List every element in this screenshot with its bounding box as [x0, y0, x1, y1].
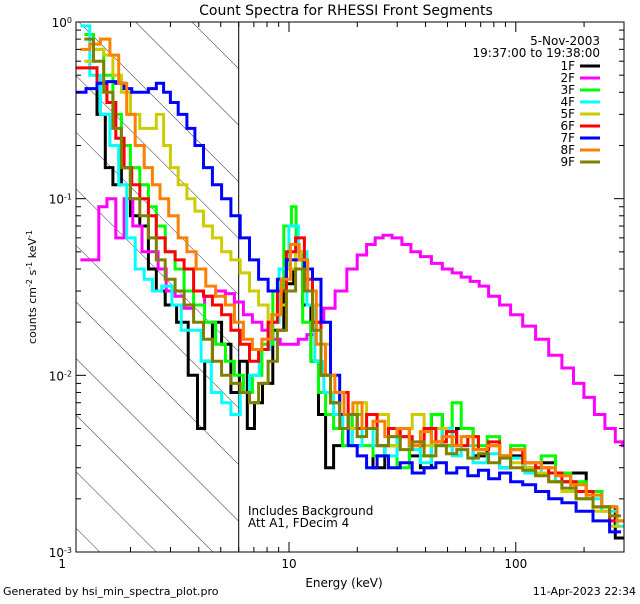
y-tick-label: 10-2 — [49, 369, 72, 384]
y-tick-label: 10-3 — [49, 546, 72, 561]
footer-timestamp: 11-Apr-2023 22:34 — [533, 585, 636, 598]
y-label-sup2: -1 — [25, 262, 34, 270]
x-tick-label: 100 — [504, 557, 527, 571]
y-tick-label: 100 — [52, 16, 72, 31]
series-8F-line — [80, 37, 624, 523]
y-label-main: counts cm — [26, 287, 39, 344]
info-time-range: 19:37:00 to 19:38:00 — [473, 46, 600, 60]
plot-frame — [75, 21, 625, 553]
series-9F-line — [84, 37, 621, 518]
series-2F-line — [80, 197, 624, 448]
y-label-mid: s — [26, 269, 39, 278]
footer-generator: Generated by hsi_min_spectra_plot.pro — [3, 585, 219, 598]
x-axis-label: Energy (keV) — [305, 576, 382, 590]
legend-label-5F: 5F — [560, 107, 575, 121]
legend-label-3F: 3F — [560, 83, 575, 97]
info-date: 5-Nov-2003 — [530, 34, 600, 48]
legend-label-6F: 6F — [560, 119, 575, 133]
y-tick-label: 10-1 — [49, 192, 72, 207]
series-4F-line — [80, 24, 624, 528]
y-axis-label: counts cm-2 s-1 keV-1 — [25, 230, 40, 344]
chart-title: Count Spectra for RHESSI Front Segments — [199, 3, 493, 19]
x-tick-label: 1 — [58, 557, 66, 571]
annotation-attenuator: Att A1, FDecim 4 — [248, 516, 349, 530]
legend-label-9F: 9F — [560, 155, 575, 169]
legend-label-7F: 7F — [560, 131, 575, 145]
series-layer — [76, 24, 624, 540]
y-label-sup3: -1 — [25, 230, 34, 238]
legend-label-1F: 1F — [560, 59, 575, 73]
legend-label-8F: 8F — [560, 143, 575, 157]
y-label-end: keV — [26, 238, 39, 262]
annotation-background: Includes Background — [248, 504, 373, 518]
svg-text:counts cm-2 s-1 keV-1: counts cm-2 s-1 keV-1 — [25, 230, 40, 344]
series-7F-line — [76, 80, 621, 534]
legend-label-4F: 4F — [560, 95, 575, 109]
x-tick-label: 10 — [281, 557, 296, 571]
y-label-sup1: -2 — [25, 279, 34, 287]
legend-label-2F: 2F — [560, 71, 575, 85]
axes: 1 10 100 100 10-1 10-2 10-3 — [49, 16, 625, 571]
